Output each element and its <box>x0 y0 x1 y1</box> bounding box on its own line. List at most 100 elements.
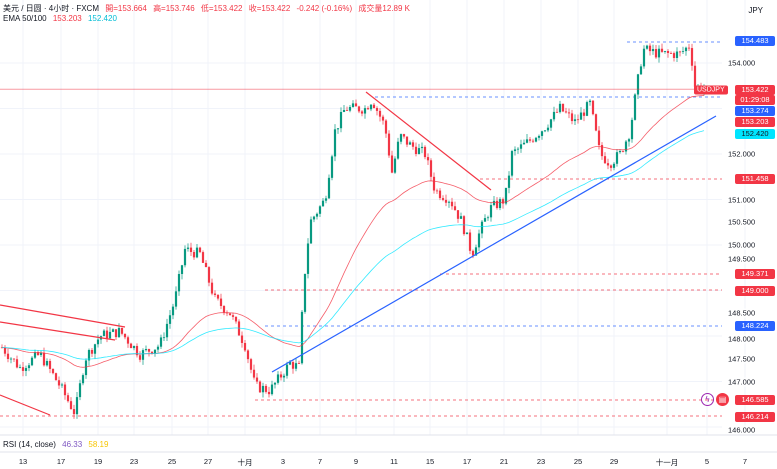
candle-body <box>507 175 511 188</box>
candle-body <box>135 345 139 356</box>
candle-body <box>87 349 91 361</box>
candle-body <box>147 349 151 352</box>
us-flag-event-icon[interactable]: ▤ <box>716 393 729 406</box>
time-tick: 十一月 <box>655 458 679 467</box>
candle-body <box>399 134 403 142</box>
candle-body <box>408 142 412 145</box>
candle-body <box>600 145 604 157</box>
candle-body <box>513 149 517 152</box>
candle-body <box>429 160 433 177</box>
candle-body <box>348 107 352 111</box>
candle-body <box>150 351 154 354</box>
candle-body <box>291 362 295 369</box>
candle-body <box>690 48 694 66</box>
candle-body <box>324 198 328 201</box>
candle-body <box>684 47 688 52</box>
candle-body <box>333 129 337 157</box>
price-label: 146.585 <box>735 395 775 406</box>
candle-body <box>636 74 640 95</box>
candle-body <box>132 345 136 349</box>
candle-body <box>75 397 79 415</box>
time-tick: 17 <box>56 457 66 466</box>
price-tick: 150.500 <box>728 217 756 227</box>
candle-body <box>3 347 7 354</box>
symbol-name[interactable]: 美元 / 日圆 · 4小时 · FXCM <box>3 4 99 13</box>
rsi-ma-value: 58.19 <box>88 440 109 449</box>
candle-body <box>213 293 217 295</box>
candle-body <box>675 51 679 58</box>
ema-label[interactable]: EMA 50/100 <box>3 14 47 23</box>
candle-body <box>282 375 286 378</box>
candle-body <box>105 330 109 339</box>
candle-body <box>648 45 652 52</box>
candle-body <box>36 352 40 356</box>
candle-body <box>360 111 364 114</box>
candle-body <box>345 109 349 111</box>
candle-body <box>156 346 160 350</box>
candle-body <box>396 141 400 159</box>
price-label: 148.224 <box>735 320 775 331</box>
candle-body <box>687 47 691 49</box>
candle-body <box>39 352 43 356</box>
candle-body <box>231 315 235 317</box>
time-tick: 27 <box>203 457 213 466</box>
lightning-event-icon[interactable]: ϟ <box>701 393 714 406</box>
candle-body <box>15 359 19 368</box>
candle-body <box>366 108 370 110</box>
price-tick: 150.000 <box>728 240 756 250</box>
time-tick: 17 <box>462 457 472 466</box>
candle-body <box>240 335 244 343</box>
candle-body <box>270 384 274 395</box>
ema50-value: 153.203 <box>52 14 82 23</box>
time-tick: 15 <box>425 457 435 466</box>
price-tick: 152.000 <box>728 149 756 159</box>
candle-body <box>588 100 592 103</box>
candle-body <box>297 363 301 364</box>
rsi-legend: RSI (14, close) 46.33 58.19 <box>3 440 112 449</box>
candle-body <box>312 216 316 220</box>
candle-body <box>591 100 595 115</box>
candle-body <box>255 377 259 382</box>
candle-body <box>639 66 643 75</box>
candle-body <box>30 357 34 366</box>
candle-body <box>426 157 430 161</box>
candle-body <box>645 45 649 49</box>
trend-line <box>0 321 116 341</box>
candle-body <box>327 177 331 199</box>
candle-body <box>579 112 583 120</box>
candle-body <box>573 119 577 122</box>
candle-body <box>51 368 55 374</box>
candle-body <box>510 151 514 176</box>
candle-body <box>432 176 436 191</box>
candle-body <box>558 103 562 113</box>
candle-body <box>210 282 214 294</box>
candle-body <box>378 110 382 117</box>
candle-body <box>642 48 646 67</box>
candle-body <box>264 385 268 392</box>
candle-body <box>660 48 664 52</box>
candle-body <box>144 349 148 351</box>
candle-body <box>24 368 28 371</box>
candle-body <box>174 291 178 307</box>
time-tick: 21 <box>499 457 509 466</box>
candle-body <box>612 163 616 168</box>
candle-body <box>468 232 472 251</box>
price-label: 153.203 <box>735 117 775 127</box>
price-label: 153.274 <box>735 106 775 116</box>
candle-body <box>222 306 226 313</box>
ema100-line <box>1 130 705 360</box>
candle-body <box>618 151 622 153</box>
candle-body <box>273 382 277 385</box>
rsi-label[interactable]: RSI (14, close) <box>3 440 56 449</box>
candle-body <box>243 342 247 351</box>
candle-body <box>48 360 52 369</box>
candle-body <box>168 315 172 324</box>
price-label: 149.000 <box>735 285 775 296</box>
candle-body <box>84 360 88 376</box>
candle-body <box>603 156 607 164</box>
candle-body <box>90 349 94 354</box>
volume-value: 成交量12.89 K <box>358 4 410 13</box>
candle-body <box>114 329 118 338</box>
candle-body <box>246 350 250 360</box>
